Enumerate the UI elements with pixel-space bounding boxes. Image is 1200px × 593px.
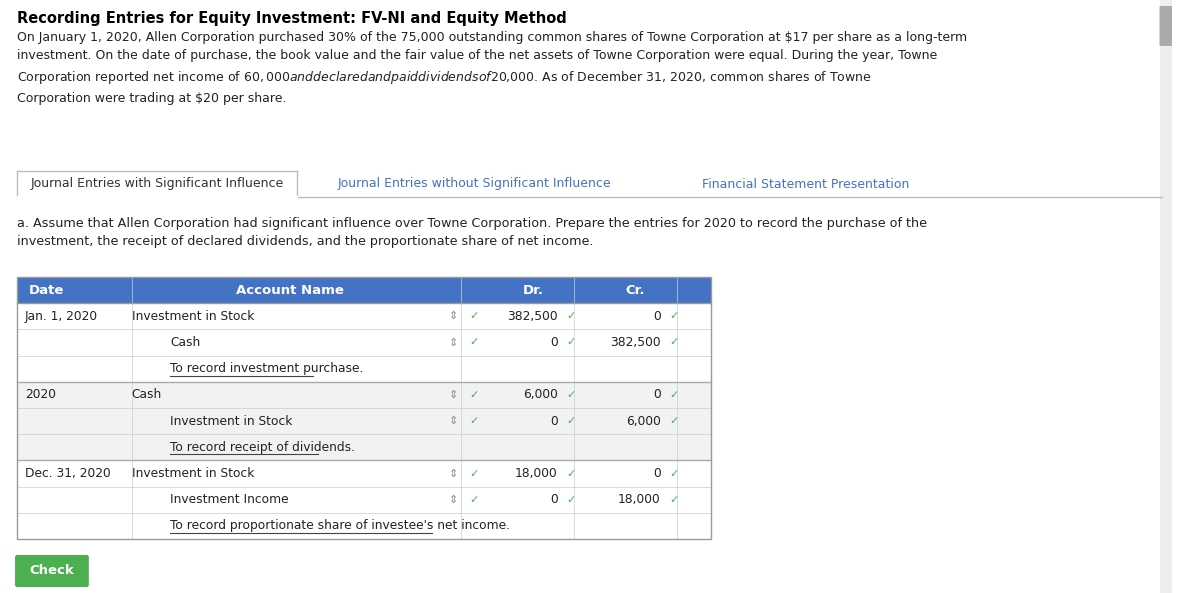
Text: Journal Entries with Significant Influence: Journal Entries with Significant Influen… — [30, 177, 283, 190]
Text: ✓: ✓ — [566, 390, 576, 400]
Text: Jan. 1, 2020: Jan. 1, 2020 — [25, 310, 98, 323]
Text: Account Name: Account Name — [236, 283, 344, 296]
FancyBboxPatch shape — [1159, 6, 1172, 46]
Bar — [17, 460, 712, 487]
Text: ✓: ✓ — [566, 495, 576, 505]
Bar — [1159, 0, 1172, 593]
Text: Investment in Stock: Investment in Stock — [170, 415, 293, 428]
Text: 18,000: 18,000 — [618, 493, 660, 506]
Text: Journal Entries without Significant Influence: Journal Entries without Significant Infl… — [337, 177, 611, 190]
Text: 0: 0 — [653, 388, 660, 401]
Text: To record investment purchase.: To record investment purchase. — [170, 362, 364, 375]
Bar — [17, 382, 712, 408]
Text: ✓: ✓ — [469, 495, 479, 505]
Bar — [17, 408, 712, 434]
Text: ✓: ✓ — [469, 337, 479, 347]
Text: To record receipt of dividends.: To record receipt of dividends. — [170, 441, 355, 454]
FancyBboxPatch shape — [16, 555, 89, 587]
Text: ⇕: ⇕ — [449, 416, 458, 426]
Text: 382,500: 382,500 — [610, 336, 660, 349]
Bar — [17, 329, 712, 356]
Text: ✓: ✓ — [566, 337, 576, 347]
Text: 0: 0 — [550, 336, 558, 349]
Text: ✓: ✓ — [469, 468, 479, 479]
Text: Investment in Stock: Investment in Stock — [132, 467, 254, 480]
Text: ✓: ✓ — [469, 416, 479, 426]
Text: ✓: ✓ — [469, 390, 479, 400]
Bar — [17, 487, 712, 513]
Text: ✓: ✓ — [469, 311, 479, 321]
Text: 382,500: 382,500 — [508, 310, 558, 323]
Text: ⇕: ⇕ — [449, 468, 458, 479]
Bar — [17, 434, 712, 460]
Text: On January 1, 2020, Allen Corporation purchased 30% of the 75,000 outstanding co: On January 1, 2020, Allen Corporation pu… — [17, 31, 967, 104]
Text: 0: 0 — [653, 467, 660, 480]
Text: 0: 0 — [653, 310, 660, 323]
Text: To record proportionate share of investee's net income.: To record proportionate share of investe… — [170, 519, 510, 533]
Bar — [17, 356, 712, 382]
Bar — [17, 171, 296, 197]
Text: Dec. 31, 2020: Dec. 31, 2020 — [25, 467, 110, 480]
Text: ✓: ✓ — [670, 311, 679, 321]
Text: 0: 0 — [550, 415, 558, 428]
Text: Check: Check — [30, 565, 74, 578]
Text: Cash: Cash — [132, 388, 162, 401]
Text: Financial Statement Presentation: Financial Statement Presentation — [702, 177, 910, 190]
Text: ✓: ✓ — [670, 416, 679, 426]
Text: ⇕: ⇕ — [449, 311, 458, 321]
Text: ⇕: ⇕ — [449, 337, 458, 347]
Text: ✓: ✓ — [670, 390, 679, 400]
Text: 6,000: 6,000 — [523, 388, 558, 401]
Text: Recording Entries for Equity Investment: FV-NI and Equity Method: Recording Entries for Equity Investment:… — [17, 11, 566, 26]
Text: ✓: ✓ — [566, 416, 576, 426]
Text: ✓: ✓ — [566, 311, 576, 321]
Text: 2020: 2020 — [25, 388, 55, 401]
Text: ✓: ✓ — [566, 468, 576, 479]
Text: Dr.: Dr. — [523, 283, 544, 296]
Text: Cr.: Cr. — [625, 283, 644, 296]
Text: Investment Income: Investment Income — [170, 493, 289, 506]
Text: 6,000: 6,000 — [625, 415, 660, 428]
Text: ✓: ✓ — [670, 468, 679, 479]
Text: ⇕: ⇕ — [449, 390, 458, 400]
Text: Cash: Cash — [170, 336, 200, 349]
Bar — [17, 277, 712, 539]
Text: Investment in Stock: Investment in Stock — [132, 310, 254, 323]
Bar — [17, 277, 712, 303]
Bar — [17, 303, 712, 329]
Text: Date: Date — [29, 283, 64, 296]
Text: 0: 0 — [550, 493, 558, 506]
Text: ⇕: ⇕ — [449, 495, 458, 505]
Text: ✓: ✓ — [670, 495, 679, 505]
Text: a. Assume that Allen Corporation had significant influence over Towne Corporatio: a. Assume that Allen Corporation had sig… — [17, 217, 926, 248]
Text: ✓: ✓ — [670, 337, 679, 347]
Text: 18,000: 18,000 — [515, 467, 558, 480]
Bar — [17, 513, 712, 539]
